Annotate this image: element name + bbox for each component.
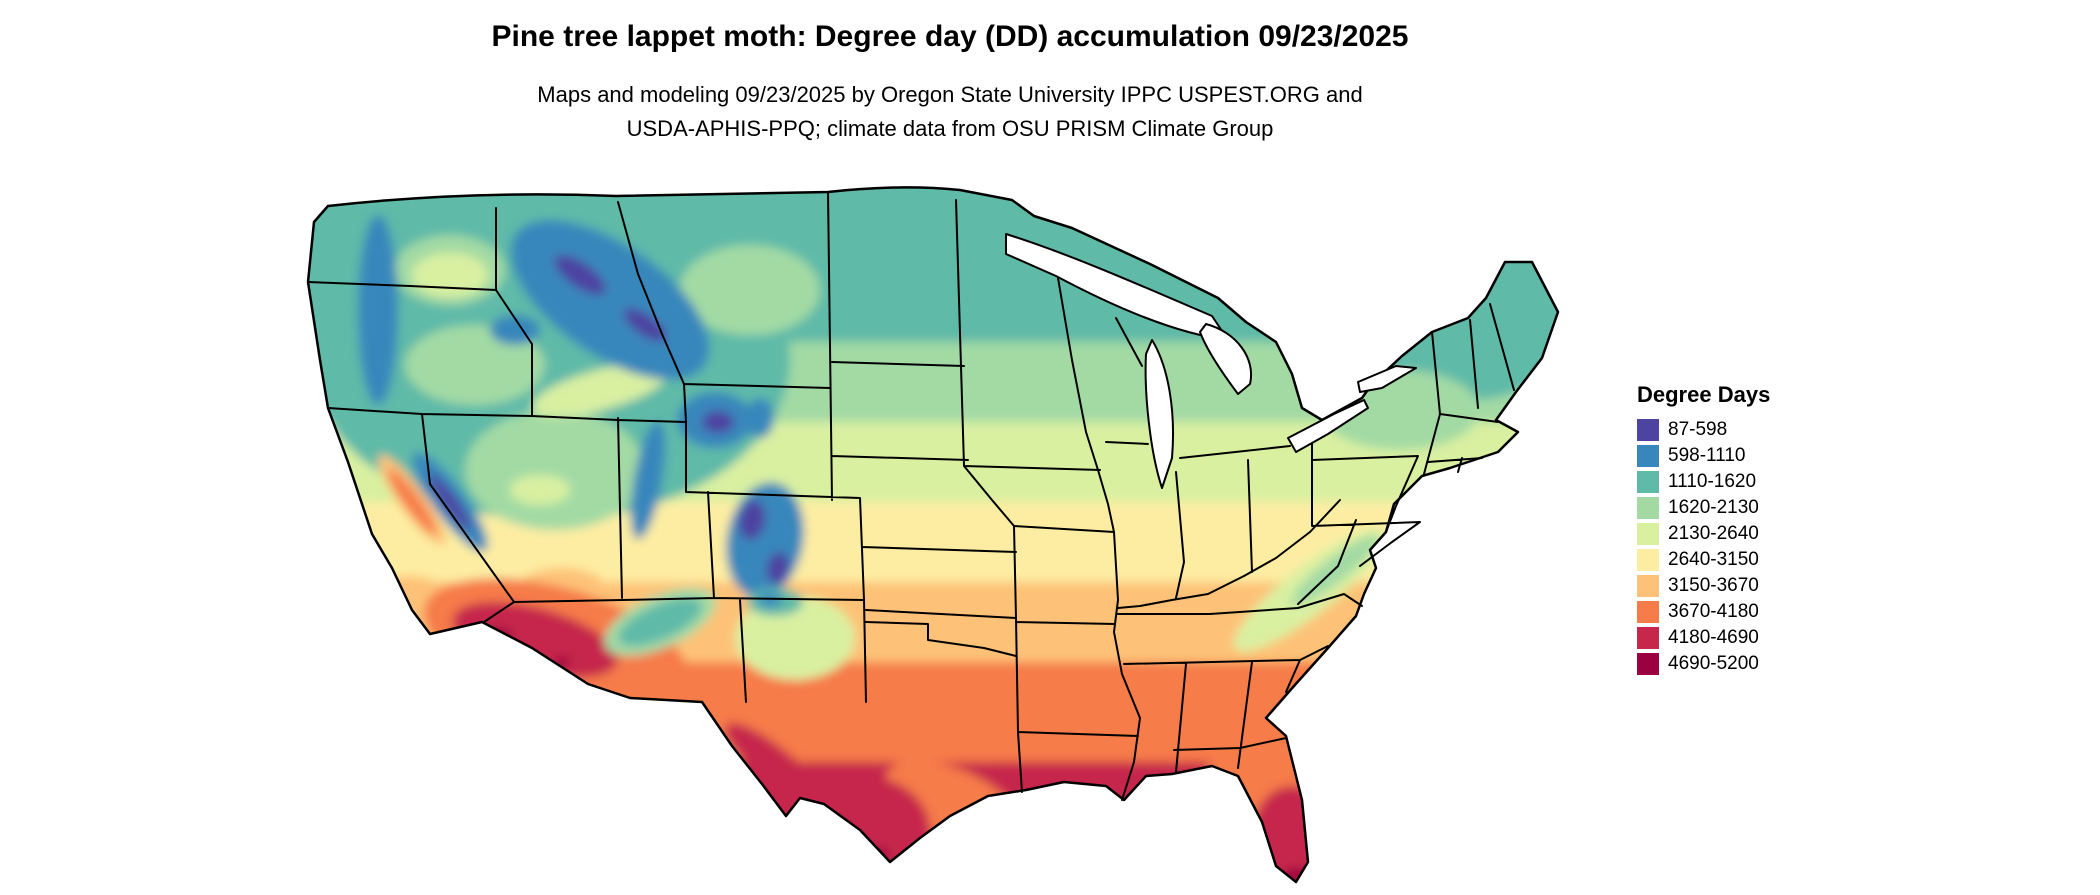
legend: Degree Days 87-598 598-1110 1110-1620 1620-… (1637, 382, 1770, 677)
legend-row: 4690-5200 (1637, 651, 1770, 677)
legend-label: 4690-5200 (1668, 653, 1759, 674)
legend-rows: 87-598 598-1110 1110-1620 1620-2130 2130-264… (1637, 417, 1770, 677)
legend-row: 3150-3670 (1637, 573, 1770, 599)
page-title: Pine tree lappet moth: Degree day (DD) a… (491, 20, 1409, 53)
legend-label: 3670-4180 (1668, 601, 1759, 622)
legend-label: 1620-2130 (1668, 497, 1759, 518)
legend-swatch (1637, 601, 1659, 623)
great-lakes (1005, 233, 1417, 489)
legend-row: 1110-1620 (1637, 469, 1770, 495)
subtitle-line-2: USDA-APHIS-PPQ; climate data from OSU PR… (626, 116, 1274, 141)
legend-row: 1620-2130 (1637, 495, 1770, 521)
lake-ontario-shape (1357, 365, 1417, 393)
legend-row: 87-598 (1637, 417, 1770, 443)
lake-huron-shape (1199, 323, 1253, 395)
legend-swatch (1637, 497, 1659, 519)
legend-row: 2640-3150 (1637, 547, 1770, 573)
legend-swatch (1637, 523, 1659, 545)
us-outline (306, 186, 1560, 884)
legend-swatch (1637, 445, 1659, 467)
legend-title: Degree Days (1637, 382, 1771, 407)
legend-row: 3670-4180 (1637, 599, 1770, 625)
legend-label: 1110-1620 (1668, 471, 1757, 492)
legend-swatch (1637, 653, 1659, 675)
subtitle-line-1: Maps and modeling 09/23/2025 by Oregon S… (537, 82, 1363, 107)
lake-erie-shape (1287, 399, 1369, 453)
legend-label: 2640-3150 (1668, 549, 1759, 570)
legend-label: 87-598 (1668, 419, 1728, 440)
legend-label: 3150-3670 (1668, 575, 1759, 596)
legend-swatch (1637, 627, 1659, 649)
legend-swatch (1637, 575, 1659, 597)
legend-swatch (1637, 471, 1659, 493)
map-subtitle: Maps and modeling 09/23/2025 by Oregon S… (250, 78, 1650, 146)
legend-row: 4180-4690 (1637, 625, 1770, 651)
legend-swatch (1637, 419, 1659, 441)
legend-label: 4180-4690 (1668, 627, 1759, 648)
lake-michigan-shape (1144, 339, 1175, 489)
legend-row: 2130-2640 (1637, 521, 1770, 547)
state-borders (307, 191, 1515, 801)
legend-row: 598-1110 (1637, 443, 1770, 469)
legend-label: 2130-2640 (1668, 523, 1759, 544)
us-degree-day-map (306, 186, 1560, 884)
map-container (300, 170, 1600, 890)
legend-label: 598-1110 (1668, 445, 1746, 466)
legend-swatch (1637, 549, 1659, 571)
map-header: Pine tree lappet moth: Degree day (DD) a… (250, 20, 1650, 146)
